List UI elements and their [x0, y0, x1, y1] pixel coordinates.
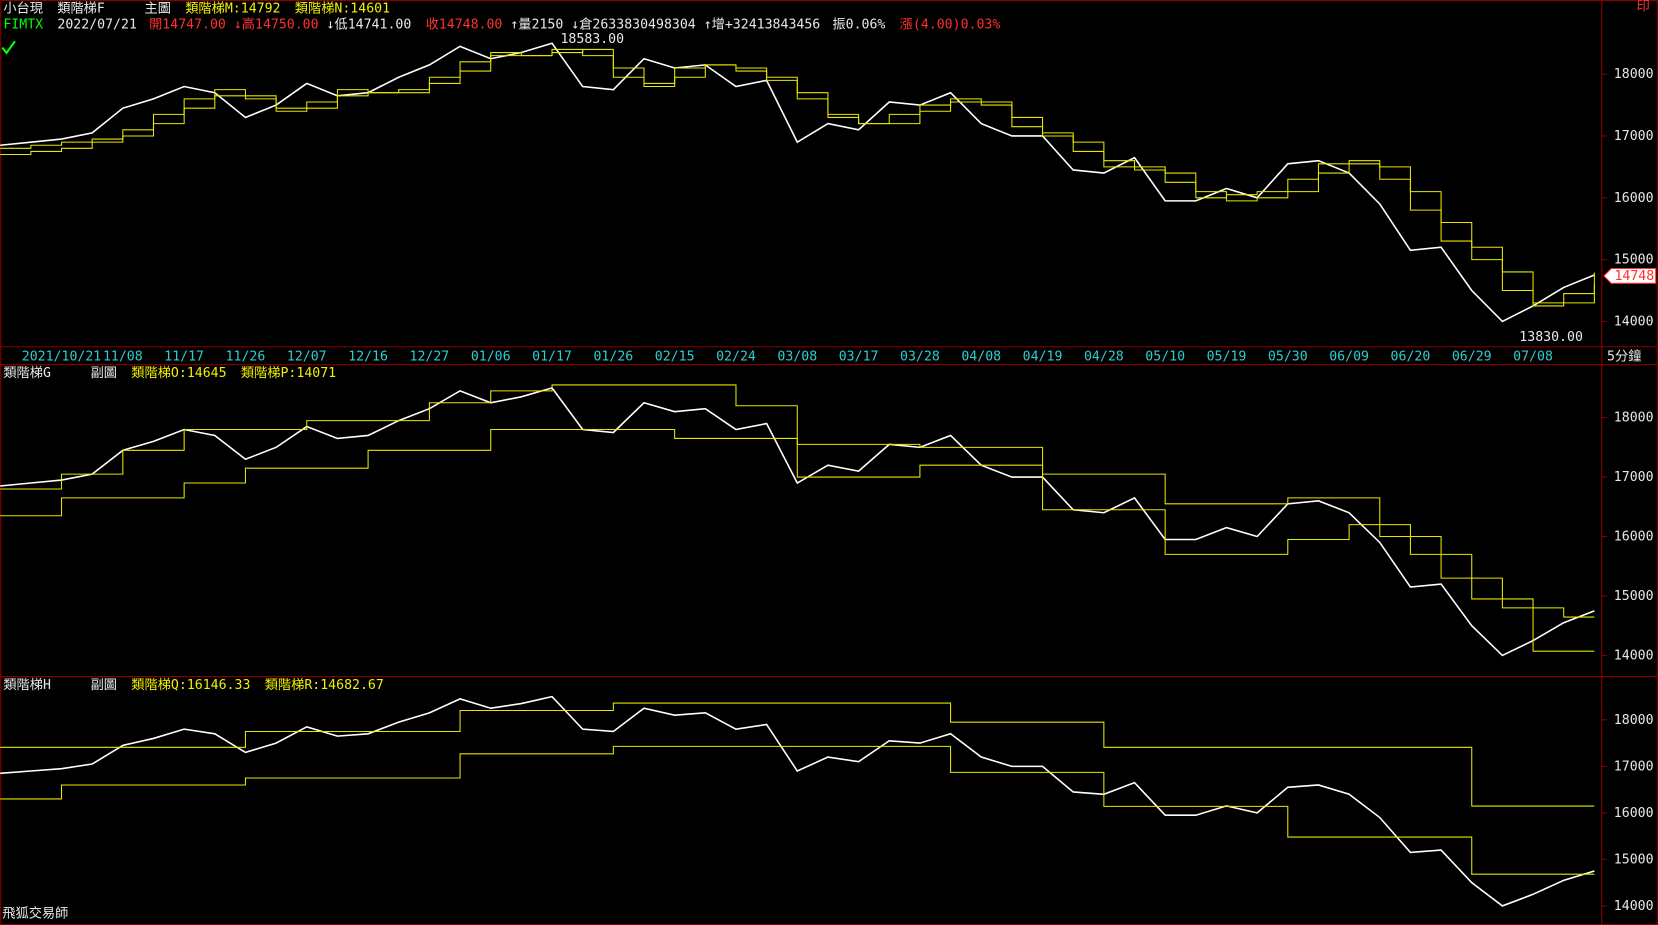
y-tick-label: 14000 [1614, 899, 1654, 914]
code: FIMTX [3, 17, 43, 32]
y-tick-label: 15000 [1614, 852, 1654, 867]
x-tick-label: 01/06 [471, 349, 511, 364]
x-tick-label: 03/28 [900, 349, 940, 364]
y-tick-label: 16000 [1614, 530, 1654, 545]
chart-kind: 副圖 [91, 365, 117, 381]
print-button[interactable]: 印 [1637, 0, 1650, 14]
y-tick-label: 18000 [1614, 411, 1654, 426]
step-line [0, 48, 1595, 304]
x-tick-label: 04/19 [1023, 349, 1063, 364]
change: 漲(4.00)0.03% [900, 16, 1001, 32]
price-line [0, 695, 1595, 907]
panel-header: 類階梯H 副圖 類階梯Q:16146.33 類階梯R:14682.67 [3, 677, 383, 693]
chart-kind: 副圖 [91, 677, 117, 693]
amplitude: 振0.06% [832, 16, 885, 32]
position: ↓倉2633830498304 [571, 16, 696, 32]
step-line [0, 428, 1595, 652]
x-tick-label: 06/20 [1391, 349, 1431, 364]
legend-entry: 類階梯Q:16146.33 [131, 677, 250, 693]
y-tick-label: 17000 [1614, 759, 1654, 774]
x-tick-label: 06/09 [1329, 349, 1369, 364]
chart-kind: 主圖 [145, 0, 171, 16]
legend-entry: 類階梯P:14071 [241, 365, 336, 381]
close: 收14748.00 [426, 16, 503, 32]
y-tick-label: 18000 [1614, 713, 1654, 728]
open: 開14747.00 [149, 17, 226, 32]
x-tick-label: 12/07 [287, 349, 327, 364]
x-tick-label: 02/15 [655, 349, 695, 364]
y-tick-label: 17000 [1614, 470, 1654, 485]
symbol: 小台現 [3, 0, 43, 16]
y-tick-label: 16000 [1614, 806, 1654, 821]
high-annotation: 18583.00 [560, 32, 624, 47]
x-tick-label: 05/19 [1207, 349, 1247, 364]
x-tick-label: 02/24 [716, 349, 756, 364]
y-tick-label: 18000 [1614, 67, 1654, 82]
x-tick-label: 03/17 [839, 349, 879, 364]
brand: 飛狐交易師 [2, 904, 68, 921]
x-tick-label: 07/08 [1513, 349, 1553, 364]
price-line [0, 386, 1595, 657]
x-tick-label: 12/27 [410, 349, 450, 364]
x-tick-label: 05/30 [1268, 349, 1308, 364]
legend-entry: 類階梯R:14682.67 [265, 677, 384, 693]
panel-header: 類階梯G 副圖 類階梯O:14645 類階梯P:14071 [3, 365, 336, 381]
high: ↓高14750.00 [234, 15, 319, 32]
quote-row: FIMTX 2022/07/21 開14747.00 ↓高14750.00 ↓低… [3, 15, 1000, 32]
volume: ↑量2150 [510, 16, 563, 32]
legend-entry: 類階梯O:14645 [131, 365, 226, 381]
check-icon [1, 40, 16, 55]
x-tick-label: 11/26 [226, 349, 266, 364]
step-line [0, 702, 1595, 807]
low-annotation: 13830.00 [1519, 330, 1583, 345]
legend-entry: 類階梯M:14792 [185, 0, 280, 16]
x-tick-label: 12/16 [348, 349, 388, 364]
step-line [0, 384, 1595, 618]
x-tick-label: 01/26 [593, 349, 633, 364]
y-tick-label: 14000 [1614, 648, 1654, 663]
date: 2022/07/21 [57, 17, 137, 32]
y-tick-label: 15000 [1614, 589, 1654, 604]
header-row: 小台現 類階梯F 主圖 類階梯M:14792 類階梯N:14601 [3, 0, 390, 16]
x-tick-label: 11/08 [103, 349, 143, 364]
y-tick-label: 17000 [1614, 129, 1654, 144]
x-tick-label: 04/08 [961, 349, 1001, 364]
chart-name: 類階梯H [3, 677, 51, 693]
y-tick-label: 16000 [1614, 191, 1654, 206]
x-tick-label: 04/28 [1084, 349, 1124, 364]
x-tick-label: 03/08 [777, 349, 817, 364]
legend-entry: 類階梯N:14601 [295, 0, 390, 16]
increase: ↑增+32413843456 [704, 16, 821, 32]
step-line [0, 745, 1595, 875]
x-tick-label: 01/17 [532, 349, 572, 364]
y-tick-label: 14000 [1614, 314, 1654, 329]
last-price: 14748 [1614, 269, 1654, 284]
chart-name: 類階梯G [3, 365, 51, 381]
chart-name: 類階梯F [57, 0, 105, 16]
x-tick-label: 11/17 [164, 349, 204, 364]
x-tick-label: 06/29 [1452, 349, 1492, 364]
x-tick-label: 05/10 [1145, 349, 1185, 364]
interval: 5分鐘 [1607, 347, 1641, 364]
last-price-box [1603, 267, 1657, 284]
low: ↓低14741.00 [327, 16, 412, 32]
y-tick-label: 15000 [1614, 253, 1654, 268]
x-tick-label: 2021/10/21 [22, 349, 102, 364]
price-line [0, 42, 1595, 323]
